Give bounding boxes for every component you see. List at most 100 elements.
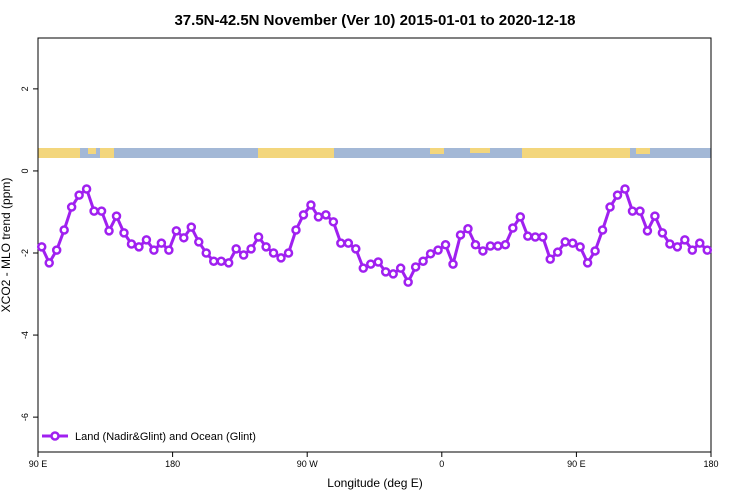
data-point bbox=[366, 259, 376, 269]
data-point bbox=[515, 212, 526, 222]
data-point bbox=[126, 239, 137, 249]
data-point bbox=[343, 238, 354, 248]
data-point bbox=[650, 211, 660, 221]
data-point bbox=[470, 240, 481, 250]
data-point bbox=[111, 211, 122, 221]
data-point bbox=[261, 242, 271, 252]
data-point bbox=[642, 226, 653, 236]
data-point bbox=[246, 244, 256, 254]
data-point bbox=[231, 244, 241, 254]
data-point bbox=[567, 238, 578, 248]
data-point bbox=[687, 245, 698, 255]
data-point bbox=[388, 269, 398, 279]
data-point bbox=[538, 232, 548, 242]
data-point bbox=[179, 233, 189, 243]
data-point bbox=[380, 267, 391, 277]
data-point bbox=[575, 242, 585, 252]
data-point bbox=[560, 237, 570, 247]
data-point bbox=[66, 202, 77, 212]
data-point bbox=[223, 258, 234, 268]
data-point bbox=[665, 239, 675, 249]
data-point bbox=[321, 210, 331, 220]
data-point bbox=[149, 245, 159, 255]
x-tick-label: 180 bbox=[703, 459, 718, 469]
data-point bbox=[605, 202, 615, 212]
series-line bbox=[40, 187, 709, 284]
legend-label: Land (Nadir&Glint) and Ocean (Glint) bbox=[75, 431, 256, 443]
data-point bbox=[590, 246, 600, 256]
data-point bbox=[597, 225, 608, 235]
data-point bbox=[552, 247, 563, 257]
data-point bbox=[156, 238, 167, 248]
data-point bbox=[493, 241, 503, 251]
data-point bbox=[238, 250, 249, 260]
data-point bbox=[306, 200, 316, 210]
data-point bbox=[96, 206, 107, 216]
data-point bbox=[336, 238, 346, 248]
data-point bbox=[582, 258, 593, 268]
data-point bbox=[74, 190, 84, 200]
data-point bbox=[478, 246, 488, 256]
data-point bbox=[530, 232, 541, 242]
data-point bbox=[44, 258, 54, 268]
data-point bbox=[448, 259, 458, 269]
data-point bbox=[433, 245, 443, 255]
data-point bbox=[283, 248, 294, 258]
x-tick-label: 180 bbox=[165, 459, 180, 469]
data-point bbox=[500, 240, 511, 250]
data-point bbox=[612, 190, 623, 200]
data-point bbox=[119, 228, 129, 238]
data-point bbox=[620, 184, 630, 194]
data-point bbox=[186, 222, 197, 232]
y-tick-label: -4 bbox=[20, 331, 30, 339]
data-point bbox=[141, 235, 152, 245]
data-point bbox=[627, 206, 638, 216]
data-point bbox=[298, 210, 309, 220]
data-point bbox=[395, 263, 406, 273]
x-axis-label: Longitude (deg E) bbox=[327, 476, 422, 490]
data-point bbox=[253, 232, 264, 242]
data-point bbox=[672, 242, 683, 252]
data-point bbox=[351, 244, 361, 254]
data-point bbox=[657, 228, 668, 238]
chart-title: 37.5N-42.5N November (Ver 10) 2015-01-01… bbox=[174, 12, 575, 29]
data-point bbox=[373, 257, 383, 267]
data-point bbox=[523, 231, 533, 241]
data-point bbox=[134, 242, 144, 252]
data-point bbox=[89, 206, 99, 216]
data-point bbox=[455, 230, 466, 240]
data-point bbox=[171, 226, 182, 236]
y-tick-label: -2 bbox=[20, 249, 30, 257]
data-point bbox=[463, 224, 473, 234]
data-point bbox=[164, 245, 174, 255]
data-point bbox=[410, 262, 421, 272]
data-point bbox=[291, 225, 301, 235]
data-point bbox=[81, 184, 92, 194]
x-tick-label: 90 E bbox=[29, 459, 48, 469]
data-point bbox=[695, 238, 705, 248]
x-tick-label: 90 E bbox=[567, 459, 586, 469]
data-point bbox=[201, 248, 211, 258]
y-tick-label: -6 bbox=[20, 413, 30, 421]
x-tick-label: 0 bbox=[439, 459, 444, 469]
y-tick-label: 2 bbox=[20, 86, 30, 91]
data-point bbox=[51, 245, 62, 255]
data-point bbox=[635, 206, 645, 216]
data-point bbox=[104, 226, 114, 236]
data-point bbox=[358, 263, 369, 273]
data-point bbox=[328, 217, 339, 227]
data-point bbox=[508, 223, 518, 233]
data-point bbox=[276, 253, 286, 263]
legend-marker bbox=[50, 431, 60, 441]
land-ocean-strip bbox=[38, 148, 711, 158]
data-point bbox=[440, 240, 451, 250]
data-point bbox=[485, 241, 496, 251]
y-axis-label: XCO2 - MLO trend (ppm) bbox=[0, 178, 13, 313]
data-point bbox=[545, 254, 555, 264]
y-tick-label: 0 bbox=[20, 168, 30, 173]
data-point bbox=[313, 212, 324, 222]
data-point bbox=[208, 256, 219, 266]
x-tick-label: 90 W bbox=[297, 459, 319, 469]
data-point bbox=[425, 249, 436, 259]
data-point bbox=[418, 256, 428, 266]
